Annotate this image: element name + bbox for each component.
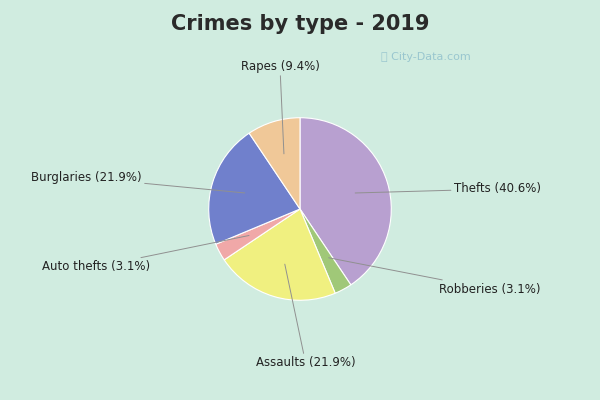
Wedge shape — [224, 209, 335, 300]
Text: Rapes (9.4%): Rapes (9.4%) — [241, 60, 319, 154]
Wedge shape — [216, 209, 300, 260]
Text: Burglaries (21.9%): Burglaries (21.9%) — [31, 171, 245, 193]
Text: Robberies (3.1%): Robberies (3.1%) — [329, 258, 541, 296]
Text: Crimes by type - 2019: Crimes by type - 2019 — [171, 14, 429, 34]
Wedge shape — [209, 133, 300, 244]
Text: Assaults (21.9%): Assaults (21.9%) — [256, 264, 355, 369]
Text: ⓘ City-Data.com: ⓘ City-Data.com — [381, 52, 471, 62]
Wedge shape — [300, 118, 391, 285]
Wedge shape — [300, 209, 351, 293]
Wedge shape — [249, 118, 300, 209]
Text: Auto thefts (3.1%): Auto thefts (3.1%) — [41, 236, 249, 273]
Text: Thefts (40.6%): Thefts (40.6%) — [355, 182, 541, 196]
